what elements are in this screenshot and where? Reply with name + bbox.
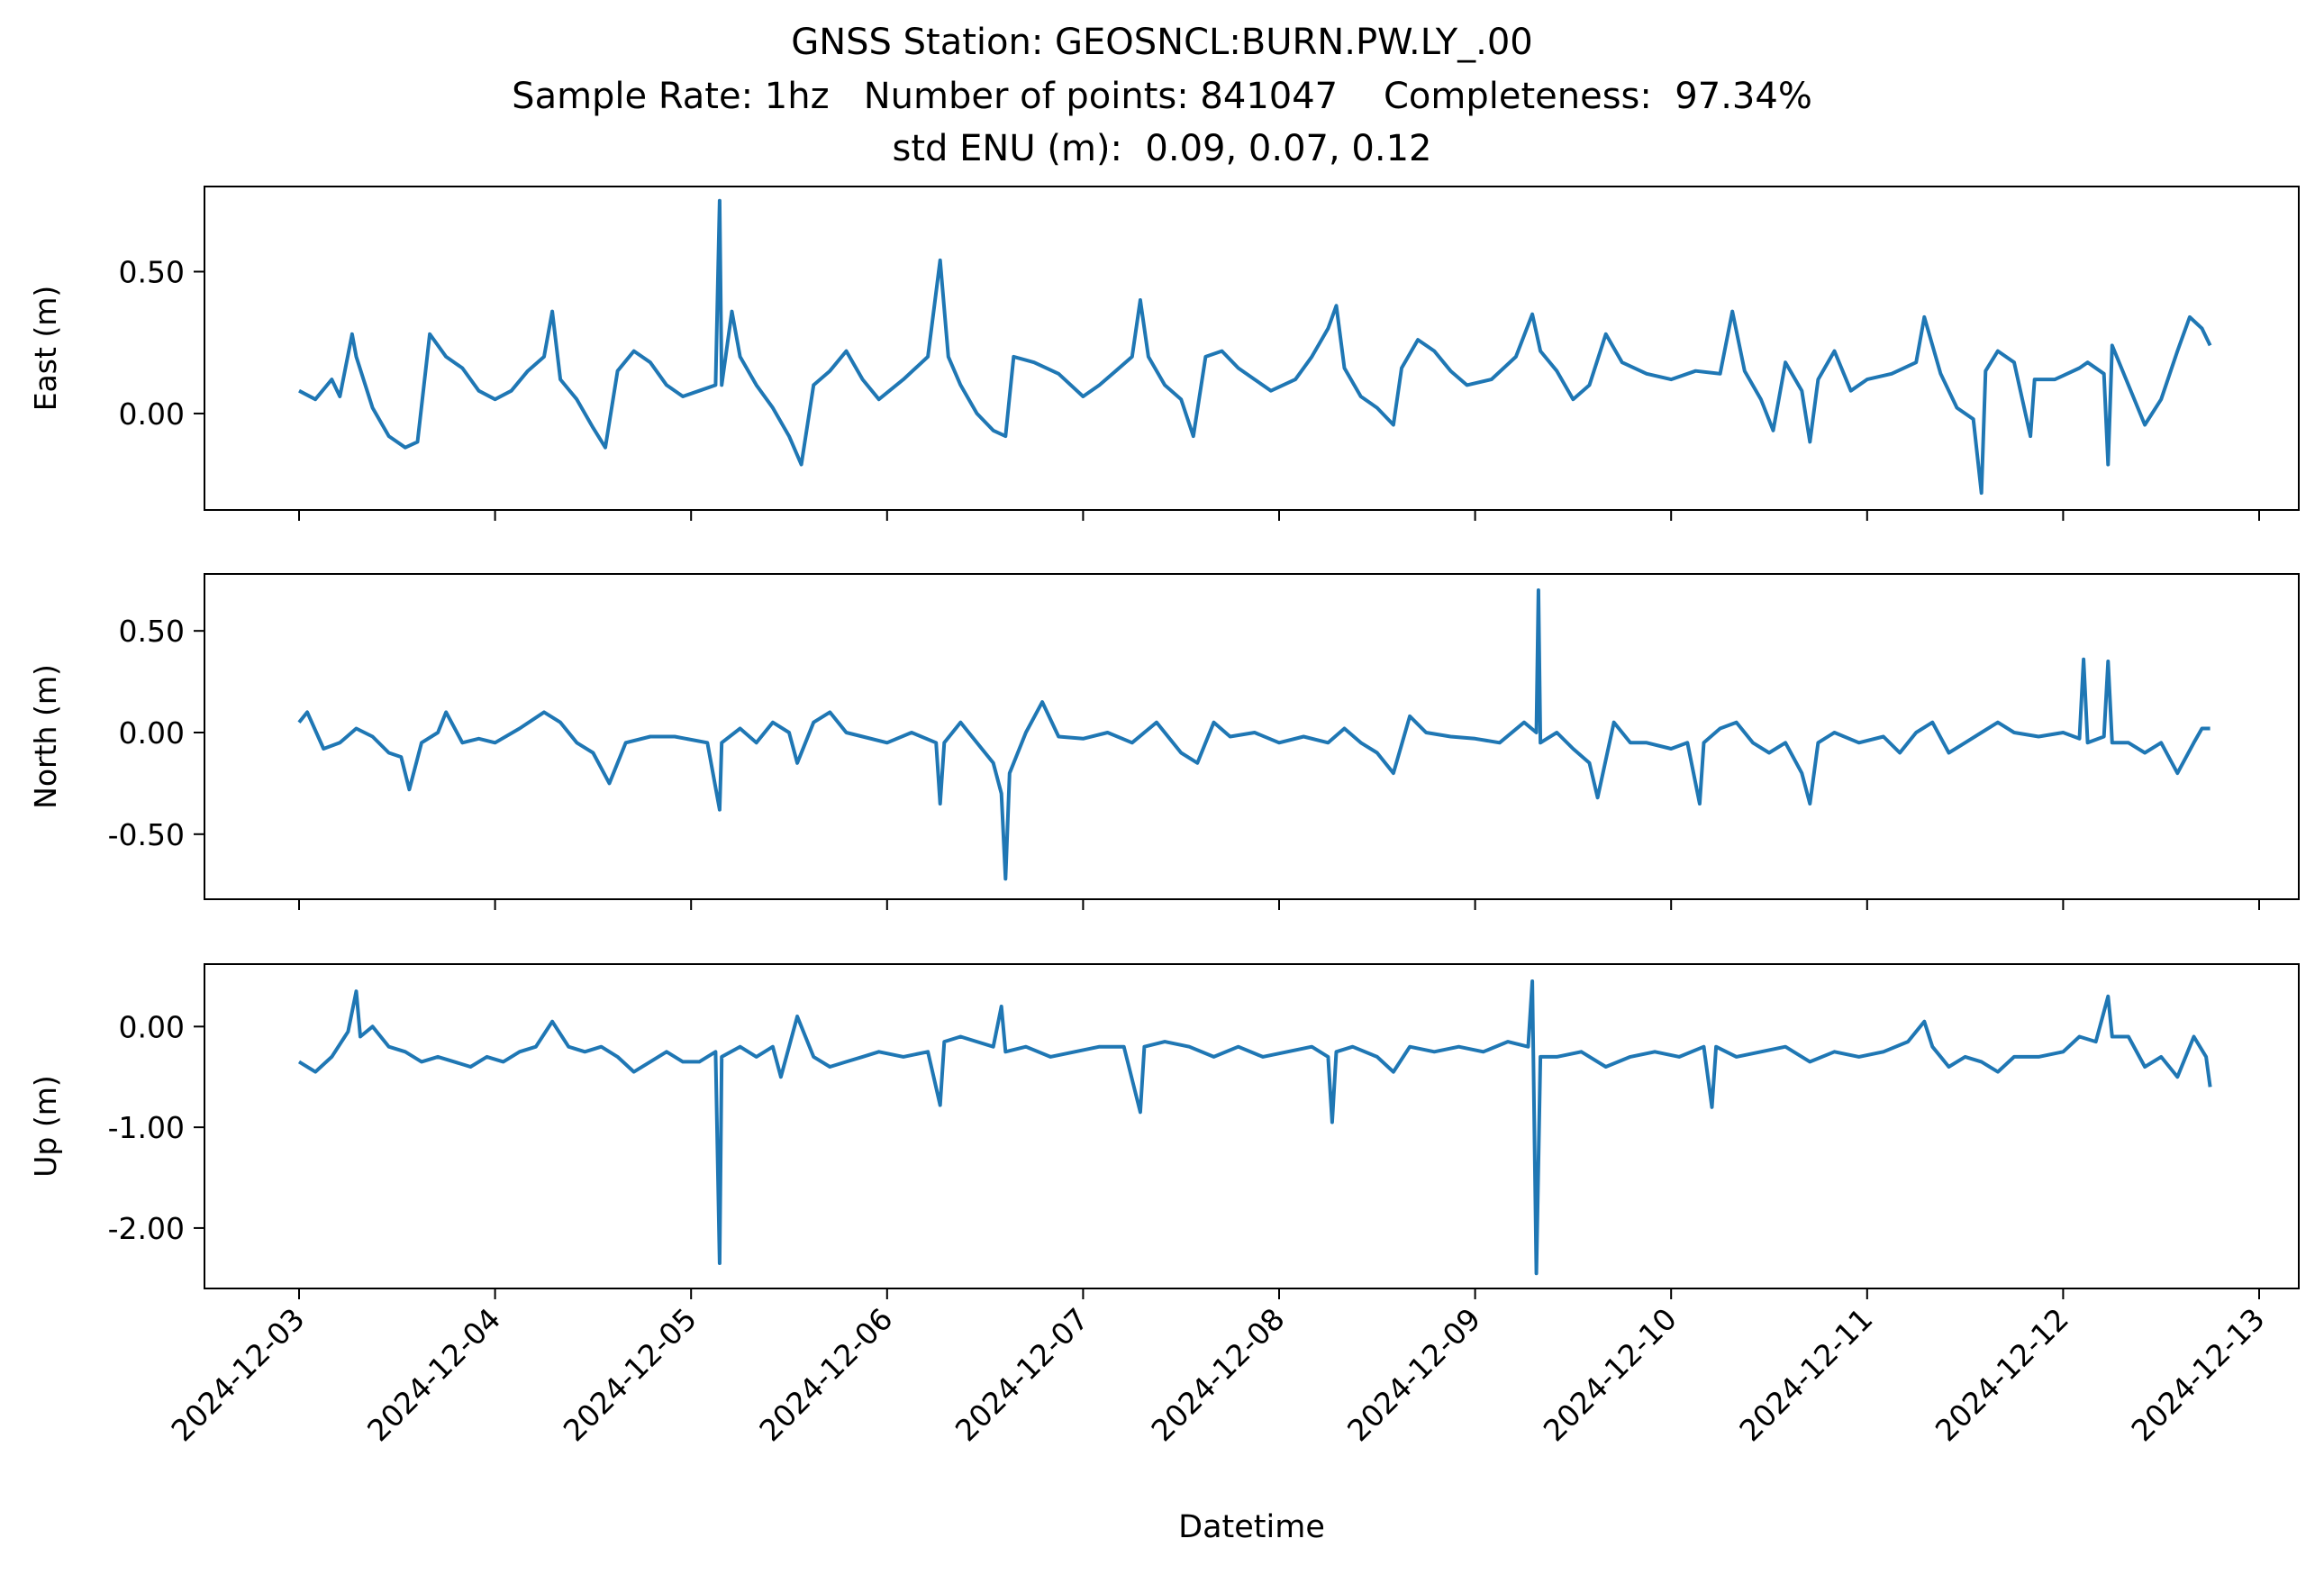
north-axis-label: North (m) (28, 664, 63, 809)
north-axes-frame (204, 573, 2300, 900)
north-ytick-label: -0.50 (108, 817, 185, 852)
xtick-label: 2024-12-10 (1537, 1301, 1684, 1448)
up-axis-label: Up (m) (28, 1075, 63, 1178)
chart-title-line-3: std ENU (m): 0.09, 0.07, 0.12 (892, 128, 1432, 169)
north-ytick-label: 0.50 (119, 614, 185, 649)
xtick-label: 2024-12-05 (557, 1301, 704, 1448)
east-axis-label: East (m) (28, 286, 63, 412)
xtick-label: 2024-12-04 (360, 1301, 507, 1448)
east-axes-frame (204, 186, 2300, 511)
up-ytick-label: 0.00 (119, 1009, 185, 1044)
north-series-line (297, 588, 2211, 881)
east-ytick-label: 0.50 (119, 254, 185, 289)
up-ytick-label: -1.00 (108, 1110, 185, 1145)
xtick-label: 2024-12-09 (1340, 1301, 1487, 1448)
east-ytick-label: 0.00 (119, 396, 185, 432)
north-ytick-label: 0.00 (119, 715, 185, 751)
xtick-label: 2024-12-07 (949, 1301, 1095, 1448)
x-axis-label: Datetime (1178, 1509, 1325, 1545)
xtick-label: 2024-12-03 (164, 1301, 311, 1448)
up-ytick-label: -2.00 (108, 1211, 185, 1246)
chart-title-line-1: GNSS Station: GEOSNCL:BURN.PW.LY_.00 (791, 22, 1533, 63)
xtick-label: 2024-12-13 (2124, 1301, 2271, 1448)
chart-title-line-2: Sample Rate: 1hz Number of points: 84104… (512, 76, 1812, 117)
xtick-label: 2024-12-11 (1732, 1301, 1879, 1448)
up-series-line (297, 979, 2212, 1276)
xtick-label: 2024-12-06 (752, 1301, 899, 1448)
east-series-line (298, 198, 2212, 496)
up-axes-frame (204, 963, 2300, 1289)
xtick-label: 2024-12-08 (1144, 1301, 1291, 1448)
xtick-label: 2024-12-12 (1929, 1301, 2075, 1448)
